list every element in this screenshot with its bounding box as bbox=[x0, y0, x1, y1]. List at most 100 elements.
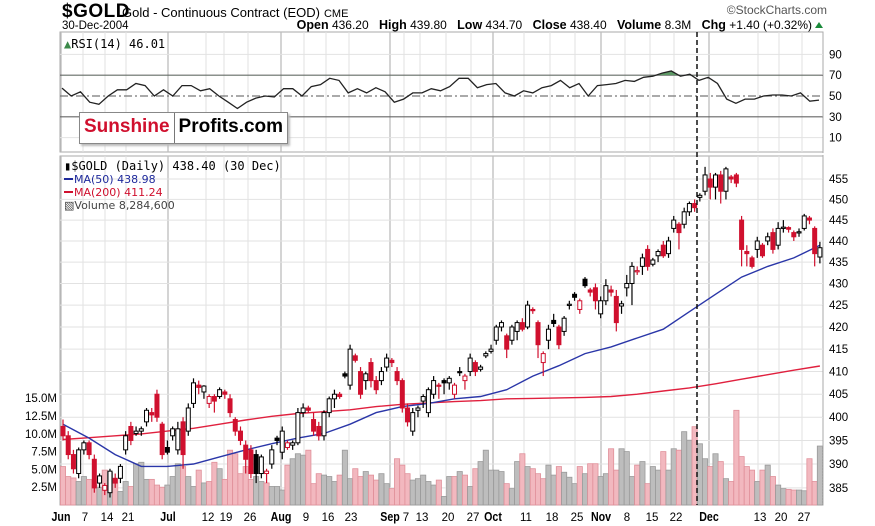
candle-body bbox=[164, 447, 170, 453]
candle-body bbox=[624, 282, 630, 289]
x-tick-label: Jul bbox=[160, 509, 175, 524]
volume-bar bbox=[268, 486, 275, 506]
volume-bar bbox=[352, 468, 359, 506]
candle-body bbox=[786, 227, 792, 230]
candle bbox=[702, 166, 708, 196]
candle-body bbox=[671, 219, 677, 229]
candle-body bbox=[592, 287, 598, 302]
candle bbox=[707, 172, 713, 200]
candle-body bbox=[201, 385, 207, 393]
candle-body bbox=[102, 484, 108, 491]
volume-bar bbox=[373, 479, 380, 506]
x-tick-label: 18 bbox=[546, 512, 559, 524]
x-tick-label: 19 bbox=[220, 512, 233, 524]
volume-bar bbox=[347, 478, 354, 506]
candle bbox=[149, 407, 155, 422]
ma50-line bbox=[62, 244, 821, 468]
candle-body bbox=[707, 178, 713, 188]
candle bbox=[514, 320, 520, 341]
candle bbox=[791, 230, 797, 241]
volume-bar bbox=[362, 471, 369, 506]
volume-bar bbox=[96, 486, 103, 506]
volume-bar bbox=[535, 473, 542, 506]
candle bbox=[347, 344, 353, 390]
candle bbox=[634, 266, 640, 275]
candle-body bbox=[222, 391, 228, 395]
candlestick-icon: ▮ bbox=[64, 159, 72, 173]
candle-body bbox=[577, 300, 583, 310]
volume-bar bbox=[127, 486, 134, 506]
candle bbox=[608, 285, 614, 297]
volume-bar bbox=[550, 474, 557, 506]
x-tick-label: 9 bbox=[303, 512, 309, 524]
x-tick-label: 7 bbox=[403, 512, 409, 524]
candle bbox=[227, 394, 233, 418]
candle-body bbox=[154, 393, 160, 418]
candle-body bbox=[488, 348, 494, 352]
volume-bar bbox=[592, 463, 599, 506]
x-tick-label: 21 bbox=[122, 512, 135, 524]
candle bbox=[671, 215, 677, 233]
volume-bar bbox=[190, 486, 197, 506]
volume-bar bbox=[519, 453, 526, 506]
candle bbox=[525, 300, 531, 330]
price-axis-label: 405 bbox=[829, 389, 848, 401]
candle-body bbox=[232, 419, 238, 432]
candle-body bbox=[290, 442, 296, 446]
volume-axis-label: 10.0M bbox=[25, 429, 57, 441]
x-tick-label: 27 bbox=[467, 512, 480, 524]
volume-bar bbox=[357, 476, 364, 506]
candle-body bbox=[801, 215, 807, 229]
volume-bar bbox=[294, 453, 301, 506]
volume-bar bbox=[70, 477, 77, 506]
volume-bar bbox=[722, 478, 729, 506]
candle-body bbox=[598, 300, 604, 315]
candle-body bbox=[321, 412, 327, 437]
rsi-axis-label: 30 bbox=[829, 112, 842, 124]
x-tick-label: 12 bbox=[202, 512, 215, 524]
volume-bar bbox=[488, 469, 495, 506]
candle bbox=[749, 255, 755, 269]
candle-body bbox=[65, 435, 71, 456]
volume-bar bbox=[341, 449, 348, 506]
close-label: Close bbox=[532, 18, 567, 32]
instrument-name: Gold - Continuous Contract (EOD) CME bbox=[122, 5, 348, 20]
candle-body bbox=[676, 223, 682, 234]
candle-body bbox=[180, 421, 186, 456]
candle-body bbox=[425, 389, 431, 414]
volume-bar bbox=[441, 496, 448, 506]
volume-bar bbox=[169, 476, 176, 506]
logo-part-sunshine: Sunshine bbox=[80, 113, 175, 143]
candle bbox=[723, 166, 729, 200]
candle bbox=[462, 373, 468, 390]
candle-body bbox=[107, 470, 113, 494]
price-axis-label: 430 bbox=[829, 278, 848, 290]
candle bbox=[384, 353, 390, 372]
candle bbox=[639, 253, 645, 275]
up-arrow-icon bbox=[815, 22, 823, 28]
close-value: 438.40 bbox=[569, 18, 607, 32]
candle-body bbox=[342, 373, 348, 377]
rsi-axis-label: 10 bbox=[829, 133, 842, 145]
candle bbox=[498, 320, 504, 332]
candle bbox=[415, 405, 421, 418]
candle bbox=[744, 245, 750, 267]
volume-bar bbox=[60, 466, 67, 506]
volume-bar bbox=[540, 478, 547, 506]
candle bbox=[759, 243, 765, 258]
candle-body bbox=[149, 412, 155, 416]
volume-bar bbox=[566, 476, 573, 506]
volume-bar bbox=[649, 466, 656, 506]
candle-body bbox=[227, 398, 233, 414]
candle bbox=[504, 333, 510, 359]
ma50-line-icon bbox=[64, 178, 73, 180]
x-tick-label: 11 bbox=[520, 512, 532, 524]
volume-bar bbox=[738, 456, 745, 506]
volume-bar bbox=[247, 478, 254, 506]
volume-bar bbox=[524, 466, 531, 506]
candle-body bbox=[431, 380, 437, 395]
price-axis-label: 435 bbox=[829, 257, 848, 269]
volume-bar bbox=[639, 461, 646, 506]
